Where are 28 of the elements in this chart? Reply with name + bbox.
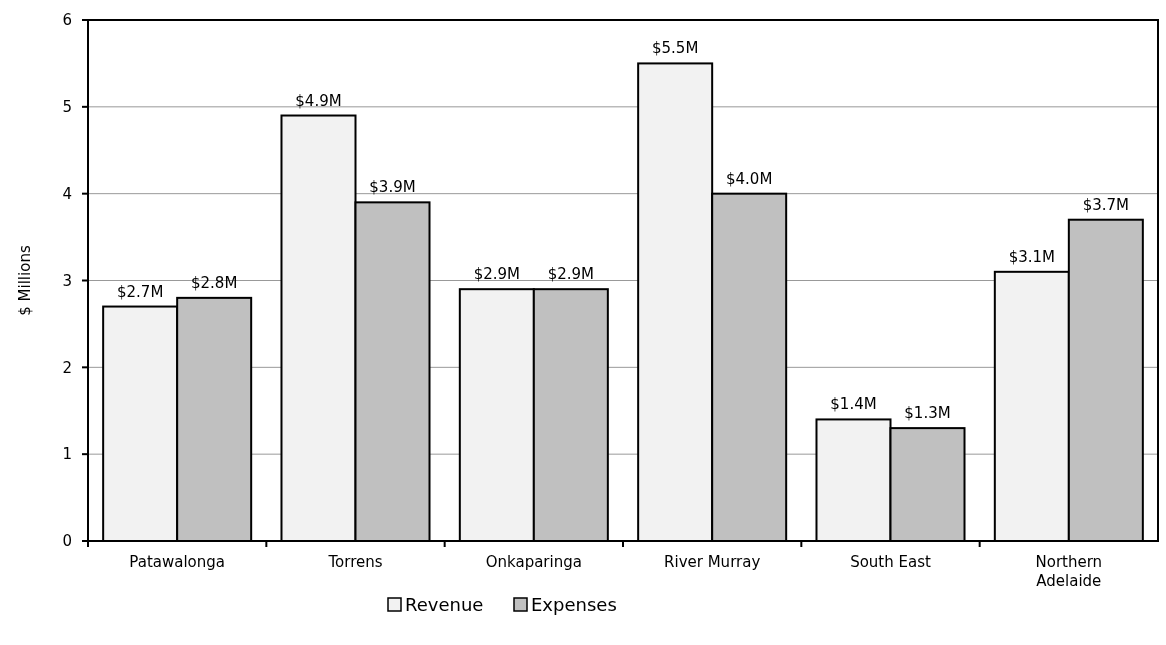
data-label: $2.8M [191, 273, 238, 292]
y-tick-label: 1 [62, 445, 72, 464]
y-tick-label: 5 [62, 98, 72, 117]
data-label: $3.1M [1008, 247, 1055, 266]
data-label: $2.7M [116, 282, 164, 301]
x-tick-label: River Murray [664, 553, 761, 571]
data-label: $4.0M [726, 169, 773, 188]
data-label: $3.7M [1082, 195, 1130, 214]
data-label: $2.9M [547, 265, 595, 284]
y-tick-label: 2 [62, 358, 72, 377]
data-label: $3.9M [369, 178, 416, 197]
x-tick-label: Onkaparinga [485, 553, 582, 571]
data-label: $2.9M [473, 265, 520, 284]
data-label: $1.3M [904, 404, 951, 423]
y-tick-label: 0 [62, 532, 72, 551]
data-label: $1.4M [830, 395, 877, 414]
y-tick-label: 4 [62, 184, 72, 203]
x-tick-label: Torrens [327, 553, 383, 571]
x-tick-label: Northern Adelaide [1035, 553, 1103, 590]
y-tick-label: 6 [62, 11, 72, 30]
legend-label: Expenses [531, 594, 617, 616]
x-tick-label: South East [850, 553, 931, 571]
y-tick-label: 3 [62, 271, 72, 290]
y-axis-title: $ Millions [16, 245, 34, 316]
x-tick-label: Patawalonga [129, 553, 225, 571]
data-label: $5.5M [651, 39, 699, 58]
legend-label: Revenue [405, 594, 484, 616]
data-label: $4.9M [295, 91, 342, 110]
